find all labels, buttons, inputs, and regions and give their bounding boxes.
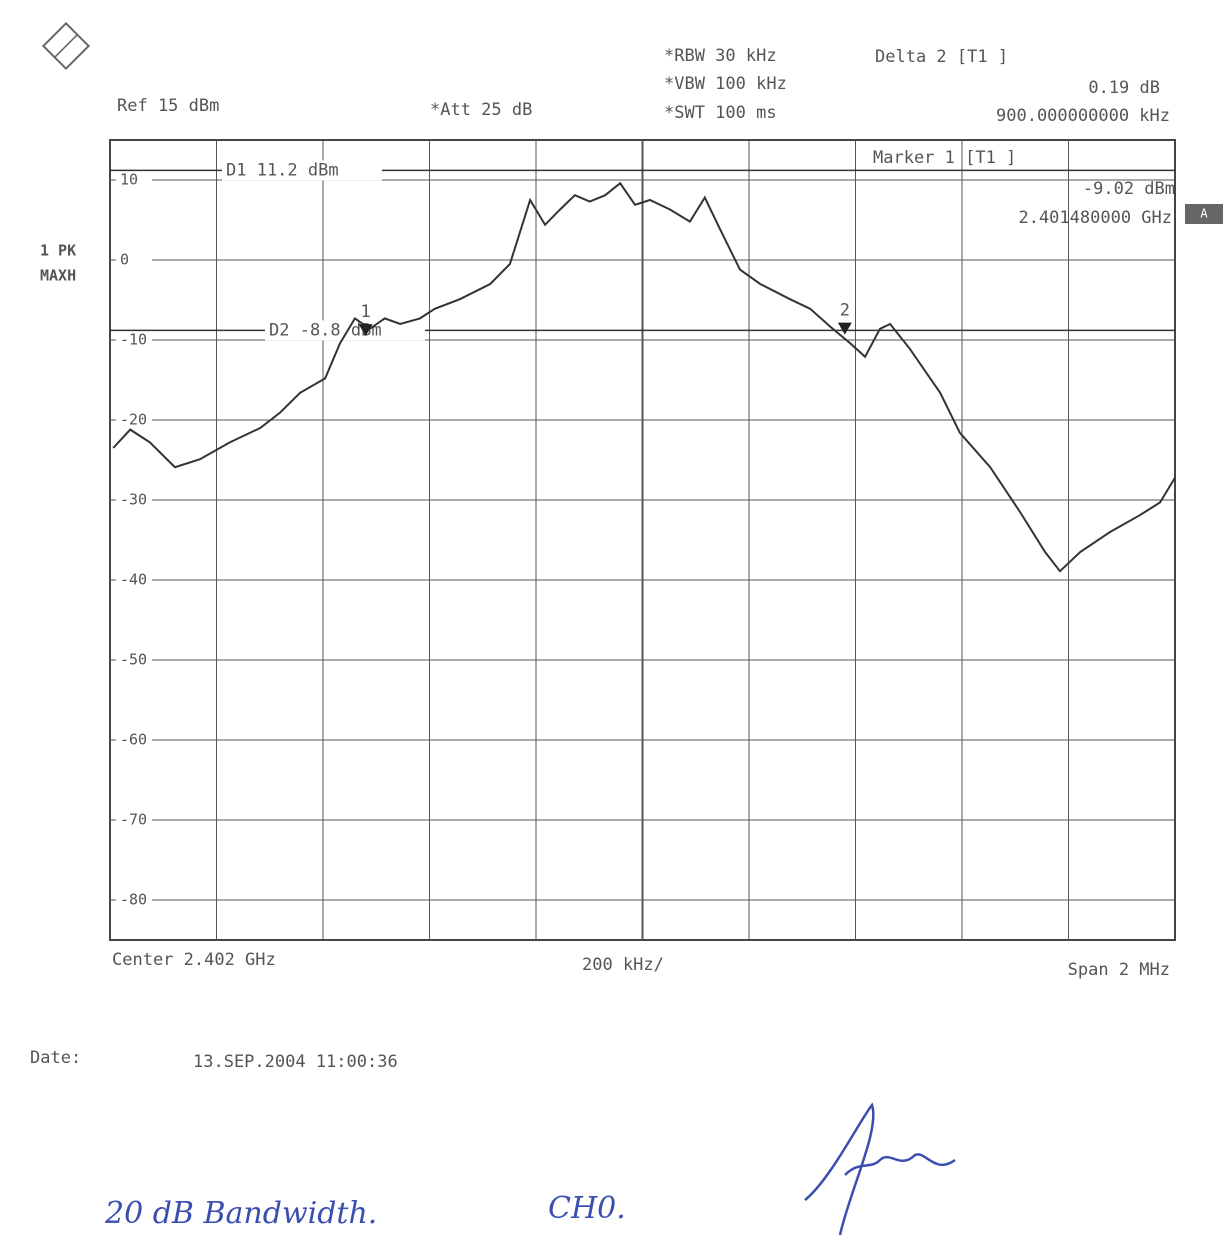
tick-label-bg — [116, 331, 152, 349]
display-line-label-bg — [265, 320, 425, 341]
tick-label-bg — [116, 891, 152, 909]
rbw: *RBW 30 kHz — [664, 46, 777, 66]
marker-title: Marker 1 [T1 ] — [873, 148, 1016, 168]
y-tick-label: -40 — [120, 571, 147, 589]
signature — [804, 1102, 956, 1236]
trace — [112, 181, 1176, 573]
tick-label-bg — [116, 171, 152, 189]
y-tick-label: -50 — [120, 651, 147, 669]
y-tick-label: -80 — [120, 891, 147, 909]
vbw: *VBW 100 kHz — [664, 74, 787, 94]
y-tick-label: 0 — [120, 251, 129, 269]
y-tick-label: -60 — [120, 731, 147, 749]
trace-mode: 1 PK — [40, 242, 76, 260]
display-line-label: D2 -8.8 dBm — [269, 320, 382, 340]
sweep-time: *SWT 100 ms — [664, 103, 777, 123]
per-division: 200 kHz/ — [582, 955, 664, 975]
date-label: Date: — [30, 1048, 81, 1068]
flag-box — [1185, 204, 1223, 224]
tick-label-bg — [116, 731, 152, 749]
tick-label-bg — [116, 651, 152, 669]
tick-label-bg — [116, 811, 152, 829]
tick-label-bg — [116, 251, 152, 269]
center-frequency: Center 2.402 GHz — [112, 950, 276, 970]
delta-title: Delta 2 [T1 ] — [875, 47, 1008, 67]
y-tick-label: -30 — [120, 491, 147, 509]
y-tick-label: -70 — [120, 811, 147, 829]
delta-level: 0.19 dB — [1088, 78, 1160, 98]
span: Span 2 MHz — [1068, 960, 1170, 980]
flag: A — [1200, 207, 1208, 221]
y-tick-label: 10 — [120, 171, 138, 189]
handwritten-note: CH0. — [548, 1191, 626, 1226]
ref-level: Ref 15 dBm — [117, 96, 219, 116]
tick-label-bg — [116, 491, 152, 509]
y-tick-label: -20 — [120, 411, 147, 429]
date: 13.SEP.2004 11:00:36 — [193, 1052, 398, 1072]
tick-label-bg — [116, 411, 152, 429]
marker — [358, 324, 373, 337]
marker-level: -9.02 dBm — [1083, 179, 1175, 199]
trace-mode: MAXH — [40, 267, 76, 285]
handwritten-note: 20 dB Bandwidth. — [104, 1196, 377, 1231]
logo — [41, 21, 91, 71]
tick-label-bg — [116, 571, 152, 589]
marker — [837, 322, 852, 335]
attenuation: *Att 25 dB — [430, 100, 532, 120]
marker-label: 2 — [840, 301, 850, 321]
y-tick-label: -10 — [120, 331, 147, 349]
marker-label: 1 — [360, 302, 370, 322]
display-line-label: D1 11.2 dBm — [226, 160, 339, 180]
delta-frequency: 900.000000000 kHz — [996, 106, 1170, 126]
display-line-label-bg — [222, 160, 382, 181]
marker-frequency: 2.401480000 GHz — [1018, 208, 1172, 228]
